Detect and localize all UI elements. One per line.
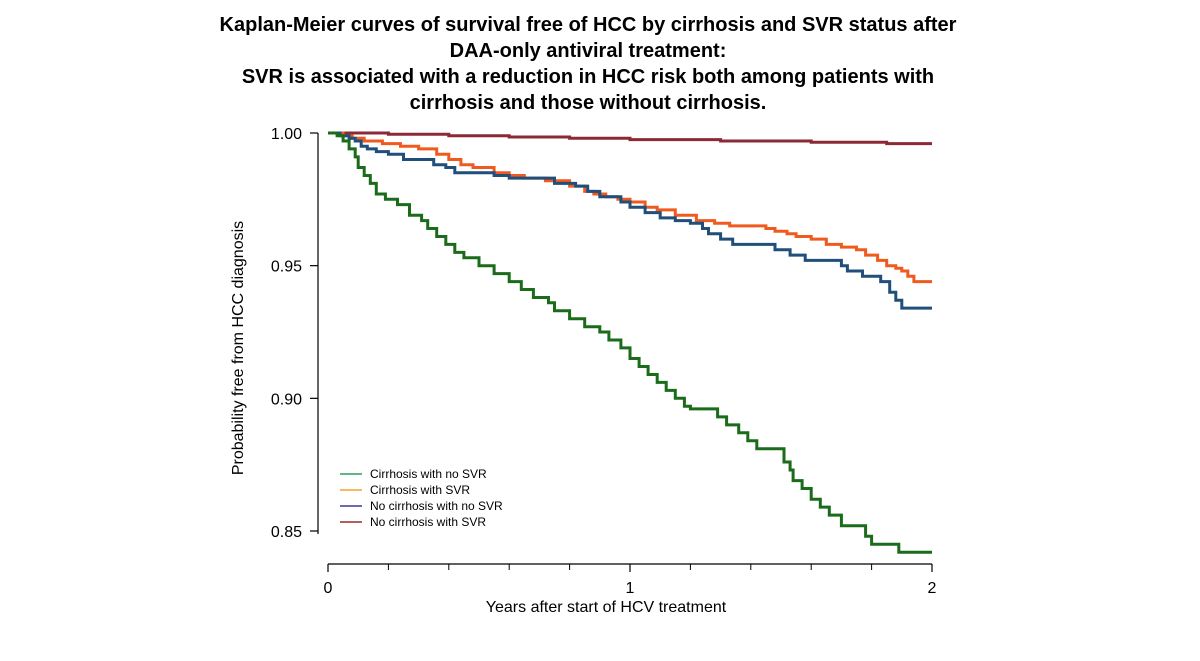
x-ticks: 0 1 2 (324, 564, 937, 597)
y-tick-label: 1.00 (271, 126, 302, 143)
legend-label: No cirrhosis with SVR (370, 515, 486, 529)
title-line-4: cirrhosis and those without cirrhosis. (409, 92, 767, 114)
series-line-1 (328, 131, 932, 284)
x-axis-label: Years after start of HCV treatment (486, 599, 727, 616)
y-ticks: 0.85 0.90 0.95 1.00 (271, 126, 318, 541)
title-line-1: Kaplan-Meier curves of survival free of … (219, 14, 957, 36)
title-line-2: DAA-only antiviral treatment: (449, 40, 727, 62)
chart-title: Kaplan-Meier curves of survival free of … (0, 12, 1176, 116)
legend: Cirrhosis with no SVR Cirrhosis with SVR N… (340, 467, 503, 529)
legend-label: Cirrhosis with no SVR (370, 467, 487, 481)
x-tick-label: 1 (626, 580, 635, 597)
y-tick-label: 0.85 (271, 524, 302, 541)
y-tick-label: 0.90 (271, 391, 302, 408)
series-line-2 (328, 131, 932, 310)
legend-label: Cirrhosis with SVR (370, 483, 470, 497)
y-tick-label: 0.95 (271, 259, 302, 276)
legend-label: No cirrhosis with no SVR (370, 499, 503, 513)
x-tick-label: 2 (928, 580, 937, 597)
y-axis-label: Probability free from HCC diagnosis (230, 221, 247, 475)
series-line-0 (328, 131, 932, 554)
x-tick-label: 0 (324, 580, 333, 597)
series-line-3 (328, 131, 932, 146)
title-line-3: SVR is associated with a reduction in HC… (241, 66, 935, 88)
series-group (328, 131, 932, 554)
